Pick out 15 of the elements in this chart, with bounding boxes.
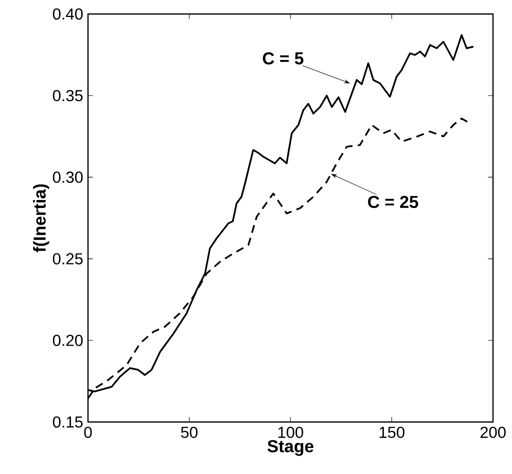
y-axis-title: f(Inertia) (33, 184, 50, 252)
y-tick-label: 0.30 (52, 172, 83, 183)
x-axis-title: Stage (267, 440, 314, 456)
x-tick-label: 200 (480, 426, 506, 438)
annotation: C = 5 (262, 52, 304, 64)
y-tick-label: 0.35 (52, 90, 83, 102)
x-tick-label: 0 (84, 426, 92, 438)
x-tick-label: 50 (181, 426, 198, 438)
annotation: C = 25 (368, 196, 418, 208)
y-tick-label: 0.25 (52, 253, 83, 264)
y-tick-label: 0.15 (52, 416, 83, 428)
y-tick-label: 0.20 (52, 334, 83, 346)
x-tick-label: 150 (380, 426, 404, 438)
y-tick-label: 0.40 (52, 8, 83, 20)
x-tick-label: 100 (278, 426, 304, 438)
